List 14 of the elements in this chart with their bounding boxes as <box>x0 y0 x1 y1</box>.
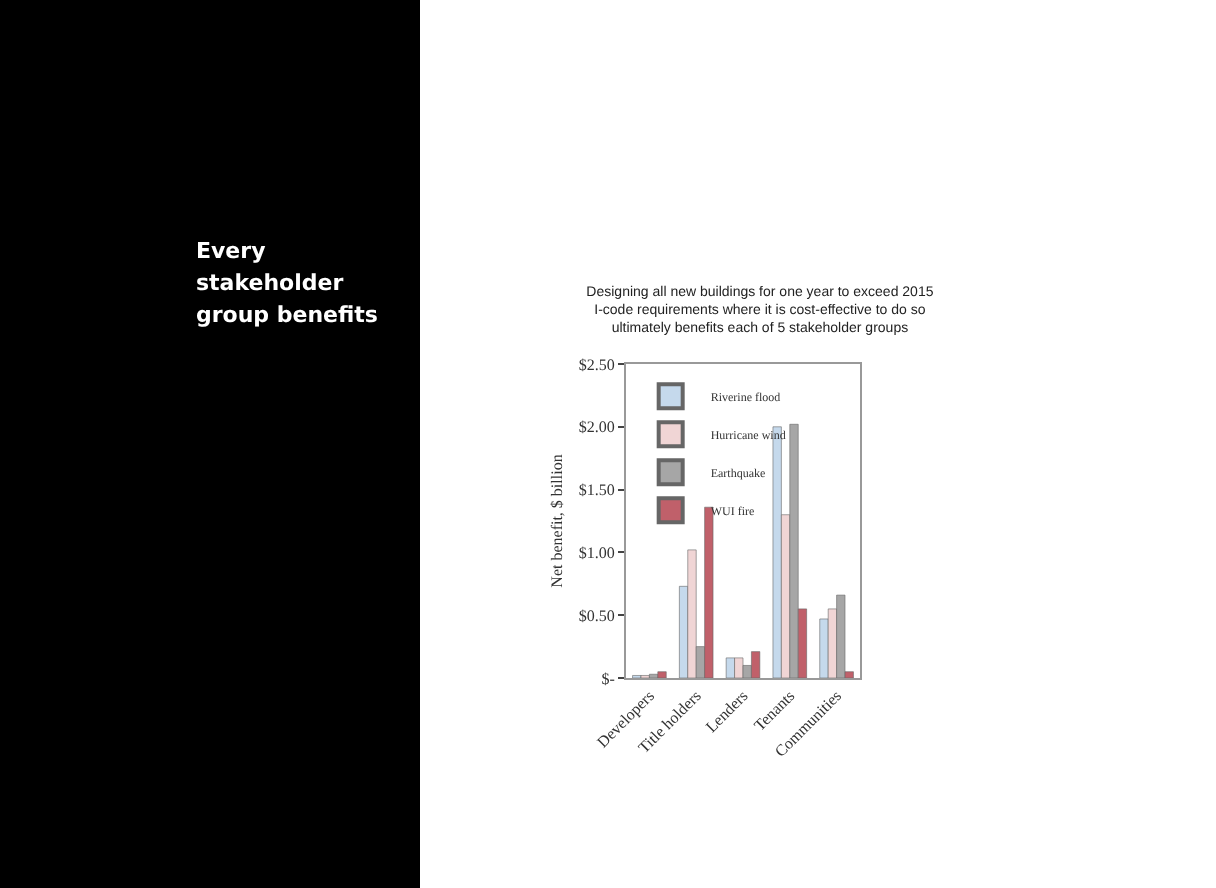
y-tick-label: $- <box>601 669 616 688</box>
bar <box>836 594 846 678</box>
y-tick-label: $1.00 <box>578 544 615 562</box>
y-tick-label: $0.50 <box>578 606 615 625</box>
y-tick-label: $1.50 <box>578 481 615 500</box>
bar <box>734 657 744 678</box>
text: Every stakeholder group benefits <box>196 236 380 332</box>
y-axis-title: Net benefit, $ billion <box>548 454 567 588</box>
y-tick-label: $2.50 <box>578 355 615 374</box>
bar <box>789 423 799 678</box>
bar <box>687 549 697 678</box>
y-tick-label: $2.00 <box>578 418 615 437</box>
bar <box>657 671 667 678</box>
bar <box>704 506 714 678</box>
